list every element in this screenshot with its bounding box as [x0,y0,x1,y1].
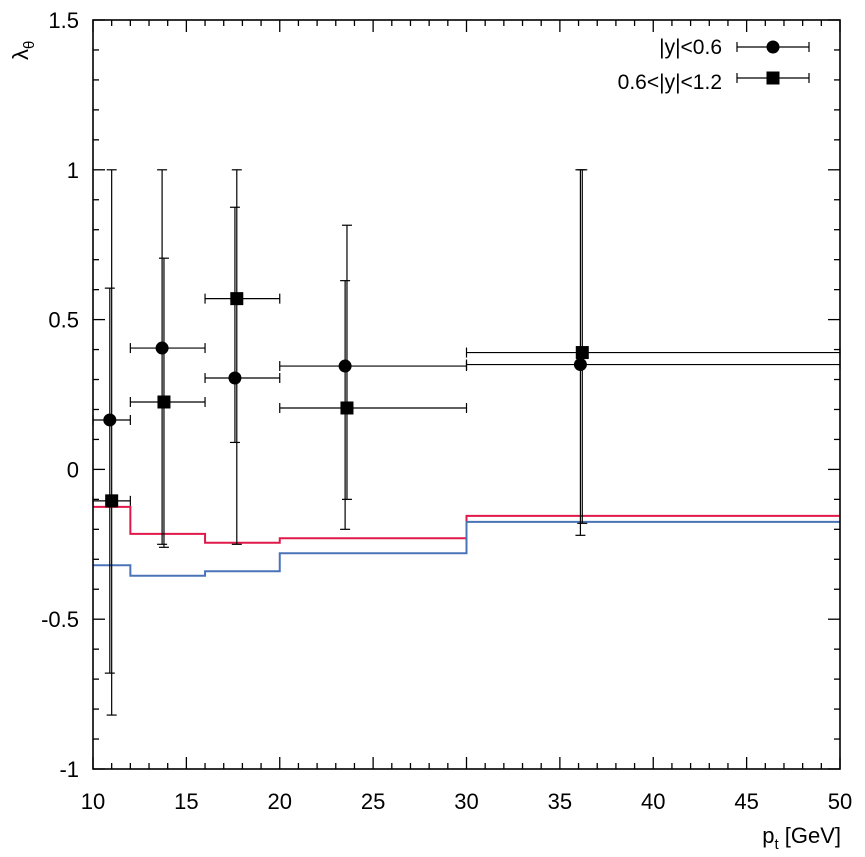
y-tick-label: 0 [67,457,79,482]
legend-label-series-1: |y|<0.6 [659,36,722,59]
legend-square-marker [766,71,780,85]
x-tick-label: 15 [174,789,198,814]
x-tick-label: 25 [361,789,385,814]
plot-frame [92,19,841,770]
x-tick-label: 45 [734,789,758,814]
series-2-point [92,169,131,716]
y-tick-label: -1 [59,757,79,782]
series-2-point [204,169,281,545]
x-tick-label: 35 [548,789,572,814]
series-1-point [279,280,468,530]
y-tick-label: -0.5 [41,607,79,632]
square-marker [575,346,589,360]
circle-marker [338,359,352,373]
blue-prediction-step-line [93,520,840,577]
x-tick-label: 30 [454,789,478,814]
y-tick-label: 1.5 [48,8,79,33]
y-tick-label: 1 [67,158,79,183]
circle-marker [228,371,242,385]
series-2-point [465,169,841,524]
legend-circle-marker [766,40,780,54]
series-1-point [204,206,281,444]
legend-label-series-2: 0.6<|y|<1.2 [618,71,722,94]
legend: |y|<0.6 0.6<|y|<1.2 [618,36,810,94]
x-tick-labels: 10 15 20 25 30 35 40 45 50 [81,789,852,814]
legend-symbols [736,40,810,85]
x-tick-label: 20 [268,789,292,814]
y-axis-title: λθ [8,41,38,60]
prediction-lines [93,505,840,577]
y-tick-label: 0.5 [48,308,79,333]
series-2-point [279,224,468,500]
circle-marker [573,358,587,372]
series-2-point [129,257,206,548]
axis-ticks [92,19,841,770]
square-marker [230,292,244,306]
square-marker [157,395,171,409]
x-axis-title: pt [GeV] [762,823,841,853]
series-1-point [129,169,206,545]
series-1-point [92,287,131,674]
x-tick-label: 50 [828,789,852,814]
x-tick-label: 10 [81,789,105,814]
square-marker [105,494,119,508]
y-tick-labels: -1 -0.5 0 0.5 1 1.5 [41,8,79,782]
circle-marker [155,341,169,355]
data-points [92,169,841,716]
circle-marker [103,413,117,427]
square-marker [340,401,354,415]
x-tick-label: 40 [641,789,665,814]
